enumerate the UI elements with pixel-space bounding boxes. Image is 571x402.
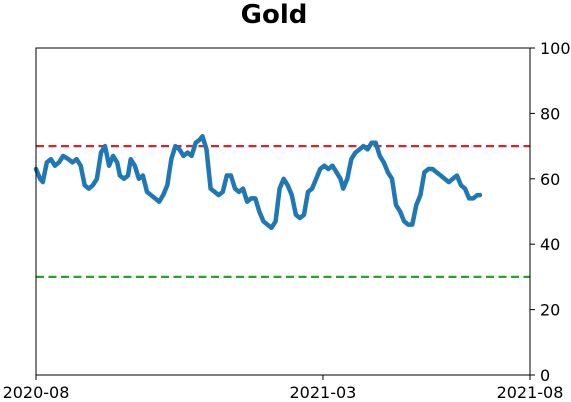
x-tick-label: 2020-08 [3, 383, 70, 402]
y-axis: 0 20 40 60 80 100 [530, 39, 571, 385]
y-tick-label: 40 [540, 235, 560, 254]
x-tick-label: 2021-03 [289, 383, 356, 402]
y-tick-label: 100 [540, 39, 571, 58]
plot-area [33, 47, 531, 376]
axes-frame [35, 47, 531, 376]
y-tick-label: 20 [540, 301, 560, 320]
series-line [33, 134, 483, 231]
y-tick-label: 60 [540, 170, 560, 189]
x-tick-label: 2021-08 [497, 383, 564, 402]
y-tick-label: 80 [540, 104, 560, 123]
y-tick-label: 0 [540, 366, 550, 385]
chart-title: Gold [241, 0, 308, 30]
x-axis: 2020-08 2021-03 2021-08 [3, 375, 564, 402]
